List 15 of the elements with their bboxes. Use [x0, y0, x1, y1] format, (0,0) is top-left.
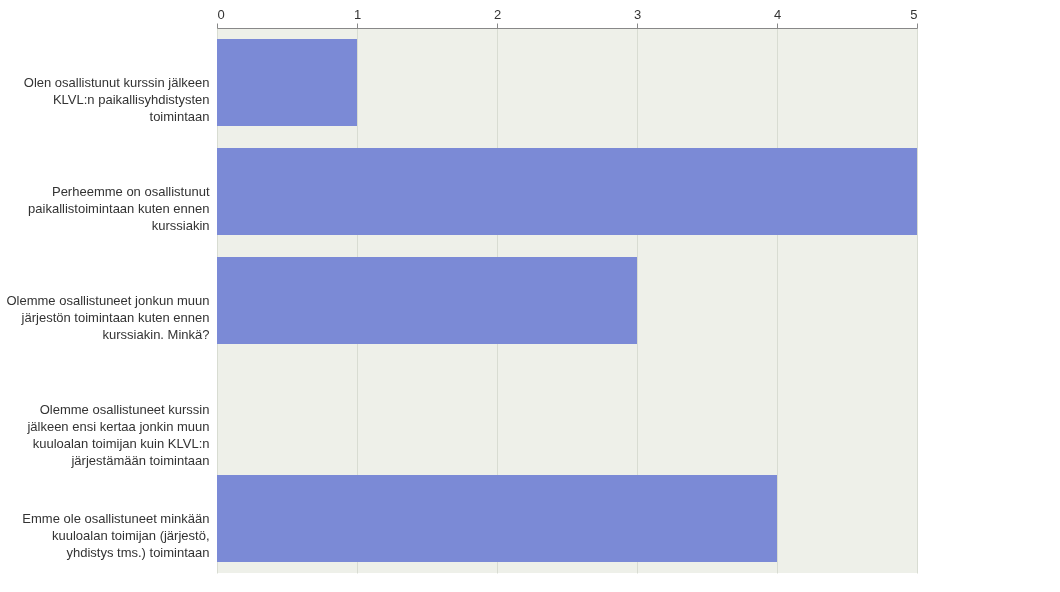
bar [217, 147, 917, 236]
y-tick-label: Olemme osallistuneet jonkun muun järjestön toimintaan kuten ennen kurssiakin. Minkä? [6, 292, 210, 342]
bar [217, 38, 357, 127]
y-tick-label: Perheemme on osallistunut paikallistoimintaan kuten ennen kurssiakin [28, 183, 210, 233]
y-tick-label: Olemme osallistuneet kurssin jälkeen ensi kertaa jonkin muun kuuloalan toimijan kuin KLVL:n järjestämään toimintaan [26, 401, 210, 468]
x-tick-label: 4 [773, 6, 782, 22]
y-tick-label: Olen osallistunut kurssin jälkeen KLVL:n paikallisyhdistysten toimintaan [23, 74, 210, 124]
x-tick-label: 0 [217, 6, 225, 22]
bar [217, 474, 777, 563]
bar [217, 256, 637, 345]
y-tick-label: Emme ole osallistuneet minkään kuuloalan toimijan (järjestö, yhdistys tms.) toimintaan [22, 510, 210, 560]
x-tick-label: 3 [633, 6, 642, 22]
x-tick-label: 5 [910, 6, 918, 22]
x-tick-label: 1 [353, 6, 362, 22]
x-tick-label: 2 [493, 6, 502, 22]
